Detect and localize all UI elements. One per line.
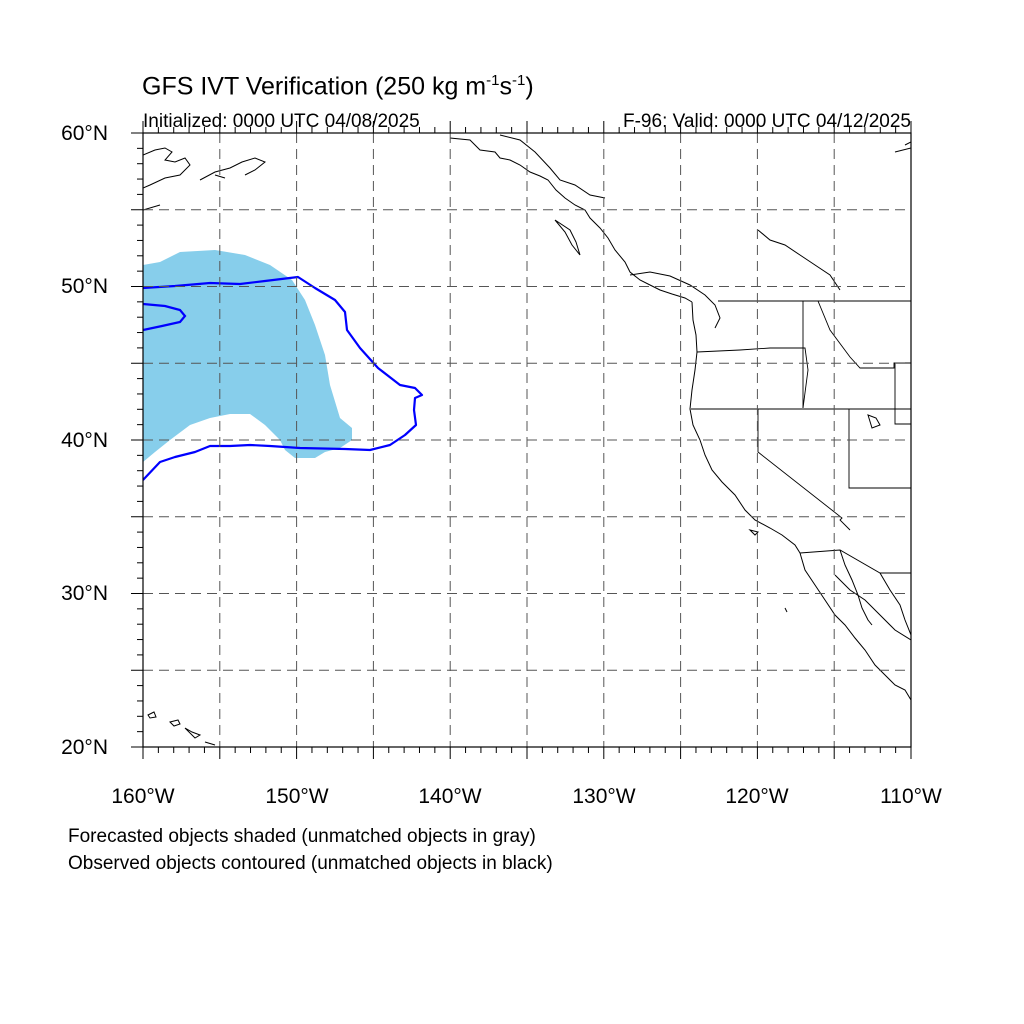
lon-label-140w: 140°W [418,785,482,808]
axis-ticks [131,121,912,759]
valid-time-label: F-96: Valid: 0000 UTC 04/12/2025 [623,111,911,132]
forecast-ivt-object [143,250,352,462]
map-frame [142,132,912,748]
state-borders [691,300,911,574]
lon-label-130w: 130°W [572,785,636,808]
lat-label-50: 50°N [61,275,108,298]
chart-title: GFS IVT Verification (250 kg m-1s-1) [142,72,534,101]
lon-label-160w: 160°W [111,785,175,808]
legend-note-observed: Observed objects contoured (unmatched ob… [68,853,553,874]
lon-label-110w: 110°W [880,785,942,808]
observed-ivt-contour [143,275,424,481]
lon-label-120w: 120°W [725,785,789,808]
lat-label-30: 30°N [61,582,108,605]
init-time-label: Initialized: 0000 UTC 04/08/2025 [143,111,420,132]
lon-label-150w: 150°W [265,785,329,808]
graticule [143,133,911,747]
lat-label-60: 60°N [61,122,108,145]
lat-label-20: 20°N [61,736,108,759]
legend-note-forecast: Forecasted objects shaded (unmatched obj… [68,826,536,847]
observed-ivt-contour-lobe [143,302,187,332]
lat-label-40: 40°N [61,429,108,452]
coastlines [143,134,911,746]
